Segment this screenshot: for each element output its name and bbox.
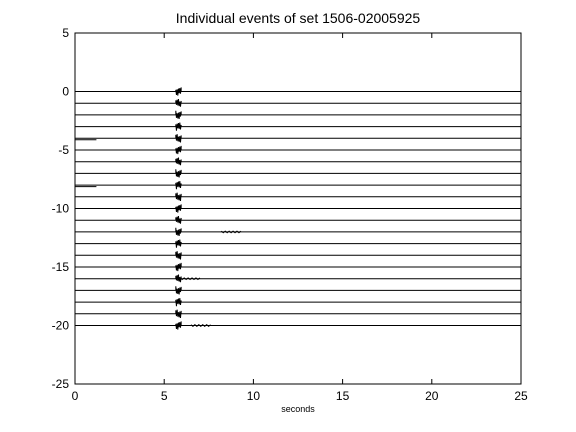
y-tick-label: -25 — [52, 377, 70, 391]
trace-line — [75, 157, 521, 166]
trace-line — [75, 309, 521, 318]
x-tick-label: 15 — [336, 389, 350, 403]
y-tick-label: -15 — [52, 260, 70, 274]
x-tick-label: 25 — [514, 389, 528, 403]
secondary-event — [179, 277, 201, 281]
x-tick-label: 10 — [247, 389, 261, 403]
trace-line — [75, 216, 521, 224]
trace-line — [75, 286, 521, 295]
trace-line — [75, 227, 521, 237]
trace-line — [75, 110, 521, 120]
x-tick-label: 5 — [161, 389, 168, 403]
chart-title: Individual events of set 1506-02005925 — [176, 10, 421, 26]
trace-line — [75, 145, 521, 155]
trace-line — [75, 297, 521, 307]
trace-line — [75, 251, 521, 260]
y-axis: 5 0 -5 -10 -15 -20 -25 — [52, 26, 521, 391]
trace-line — [75, 274, 521, 283]
secondary-event — [220, 230, 242, 234]
trace-line — [75, 122, 521, 131]
x-axis: 0 5 10 15 20 25 — [72, 33, 528, 403]
y-tick-label: -10 — [52, 202, 70, 216]
trace-line — [75, 134, 521, 143]
x-tick-label: 20 — [425, 389, 439, 403]
trace-line — [75, 87, 521, 96]
y-tick-label: -20 — [52, 319, 70, 333]
y-tick-label: 5 — [62, 26, 69, 40]
y-tick-label: 0 — [62, 85, 69, 99]
trace-line — [75, 169, 521, 178]
secondary-event — [190, 324, 211, 327]
y-tick-label: -5 — [58, 143, 69, 157]
trace-line — [75, 321, 521, 330]
trace-line — [75, 192, 521, 201]
trace-line — [75, 204, 521, 213]
trace-line — [75, 239, 521, 248]
trace-line — [75, 262, 521, 272]
x-axis-label: seconds — [281, 404, 315, 414]
x-tick-label: 0 — [72, 389, 79, 403]
trace-line — [75, 99, 521, 107]
traces-group — [75, 87, 521, 330]
trace-line — [75, 180, 521, 190]
